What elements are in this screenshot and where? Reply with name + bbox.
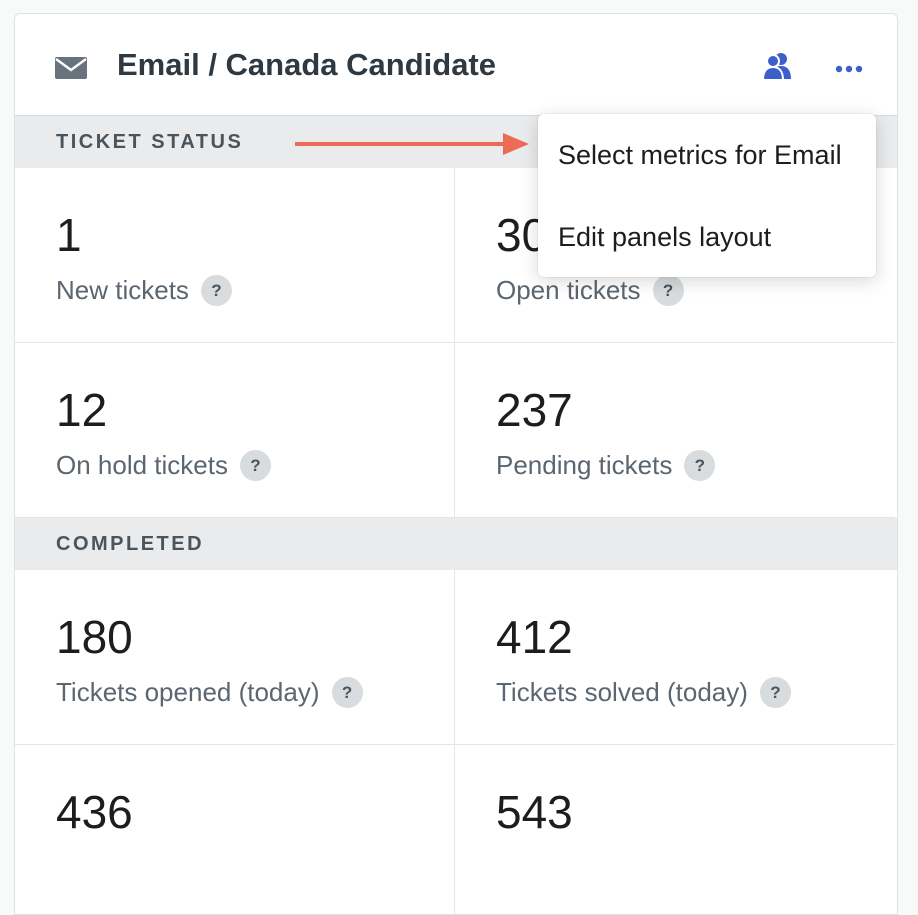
help-icon[interactable]: ? [759,677,791,708]
metric-cell: 543 [455,745,895,914]
metric-label-wrapper: Open tickets ? [496,275,684,306]
metric-label-wrapper: Tickets opened (today) ? [56,677,363,708]
help-icon[interactable]: ? [200,275,232,306]
metric-label: Tickets solved (today) [496,677,748,707]
metric-value: 436 [56,786,133,838]
metric-value: 12 [56,384,108,436]
metric-label: Open tickets [496,275,641,305]
help-icon[interactable]: ? [331,677,363,708]
metric-tickets-opened-today: 180 Tickets opened (today) ? [15,570,455,745]
metric-pending-tickets: 237 Pending tickets ? [455,343,895,518]
help-icon[interactable]: ? [239,450,271,481]
panel-header: Email / Canada Candidate [15,14,897,116]
metric-value: 237 [496,384,573,436]
annotation-arrow-icon [295,133,529,155]
metric-tickets-solved-today: 412 Tickets solved (today) ? [455,570,895,745]
mail-icon [55,57,87,84]
ticket-status-grid: 1 New tickets ? 30 Open tickets ? 12 On … [15,168,897,518]
metric-open-tickets: 30 Open tickets ? [455,168,895,343]
people-icon[interactable] [761,51,794,86]
metric-value: 180 [56,611,133,663]
help-icon[interactable]: ? [684,450,716,481]
metric-label-wrapper: Pending tickets ? [496,450,716,481]
metric-value: 412 [496,611,573,663]
metric-value: 1 [56,209,82,261]
metric-label-wrapper: New tickets ? [56,275,232,306]
menu-item-edit-panels-layout[interactable]: Edit panels layout [558,222,772,252]
metric-label: New tickets [56,275,189,305]
metric-cell: 436 [15,745,455,914]
panel-title: Email / Canada Candidate [117,47,496,82]
metric-label: Pending tickets [496,450,673,480]
metric-label: Tickets opened (today) [56,677,320,707]
menu-item-select-metrics[interactable]: Select metrics for Email [558,140,842,170]
section-header-completed: COMPLETED [15,518,897,570]
metric-label: On hold tickets [56,450,228,480]
metric-new-tickets: 1 New tickets ? [15,168,455,343]
completed-grid: 180 Tickets opened (today) ? 412 Tickets… [15,570,897,914]
metric-value: 543 [496,786,573,838]
metric-label-wrapper: Tickets solved (today) ? [496,677,791,708]
help-icon[interactable]: ? [652,275,684,306]
options-dropdown-menu: Select metrics for Email Edit panels lay… [538,114,876,277]
more-options-icon[interactable] [831,56,867,82]
metric-label-wrapper: On hold tickets ? [56,450,271,481]
metric-on-hold-tickets: 12 On hold tickets ? [15,343,455,518]
